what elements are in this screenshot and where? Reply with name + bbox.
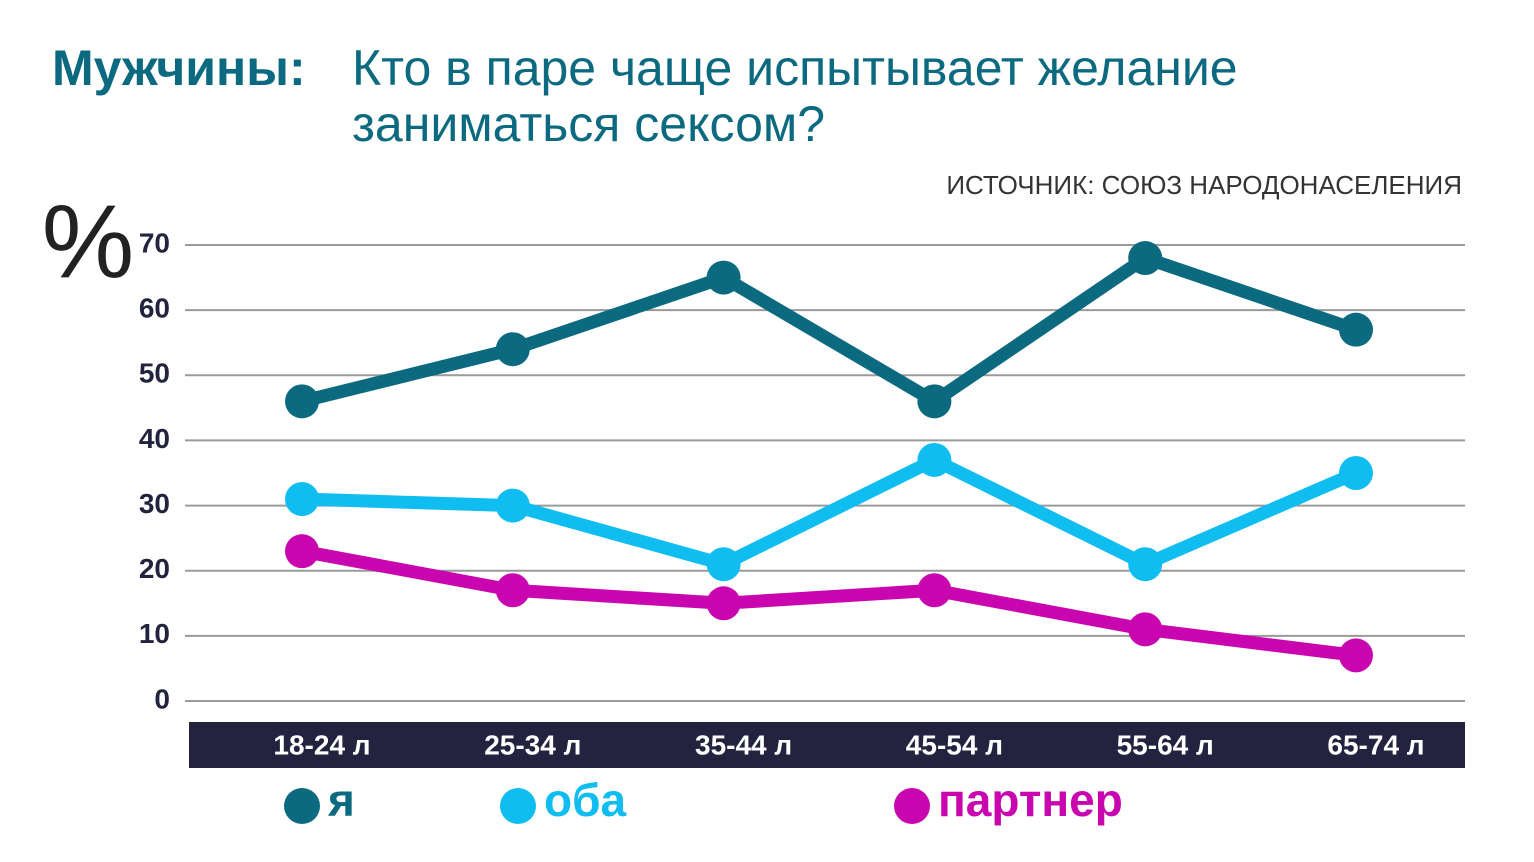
y-tick-label: 40: [139, 423, 170, 454]
y-tick-label: 70: [139, 227, 170, 258]
y-tick-label: 50: [139, 358, 170, 389]
legend-label: оба: [544, 774, 627, 826]
series-line: [300, 251, 1359, 408]
x-tick-label: 25-34 л: [484, 729, 581, 760]
point: [917, 573, 952, 608]
point: [706, 547, 741, 582]
legend-marker: [500, 788, 536, 824]
point: [1128, 241, 1163, 276]
point: [917, 384, 952, 419]
x-tick-label: 65-74 л: [1327, 729, 1424, 760]
legend-label: я: [327, 774, 355, 826]
chart-title: Мужчины:: [52, 40, 306, 96]
x-tick-label: 35-44 л: [695, 729, 792, 760]
y-tick-label: 0: [154, 683, 170, 714]
y-tick-label: 60: [139, 293, 170, 324]
point: [1128, 612, 1163, 647]
x-tick-label: 45-54 л: [906, 729, 1003, 760]
y-tick-label: 30: [139, 488, 170, 519]
point: [706, 260, 741, 295]
series-line: [301, 453, 1359, 571]
title-block: Мужчины: Кто в паре чаще испытывает желан…: [52, 40, 1412, 152]
x-tick-label: 18-24 л: [273, 729, 370, 760]
source: ИСТОЧНИК: СОЮЗ НАРОДОНАСЕЛЕНИЯ: [946, 170, 1462, 200]
point: [917, 442, 952, 477]
point: [285, 482, 319, 517]
chart-subtitle: Кто в паре чаще испытывает желание заним…: [352, 40, 1238, 152]
point: [1339, 312, 1373, 347]
point: [495, 573, 530, 608]
y-axis-label: %: [42, 184, 134, 300]
point: [285, 384, 319, 419]
point: [1339, 638, 1373, 673]
point: [1128, 547, 1163, 582]
y-tick-label: 20: [139, 553, 170, 584]
legend-label: партнер: [938, 774, 1123, 826]
point: [706, 586, 741, 621]
y-tick-label: 10: [139, 618, 170, 649]
x-tick-label: 55-64 л: [1117, 729, 1214, 760]
point: [285, 534, 319, 569]
point: [495, 332, 530, 367]
point: [1339, 456, 1373, 490]
series-line: [300, 544, 1357, 662]
category-band: [189, 722, 1465, 768]
point: [495, 488, 530, 523]
legend-marker: [284, 788, 320, 824]
legend-marker: [894, 788, 930, 824]
